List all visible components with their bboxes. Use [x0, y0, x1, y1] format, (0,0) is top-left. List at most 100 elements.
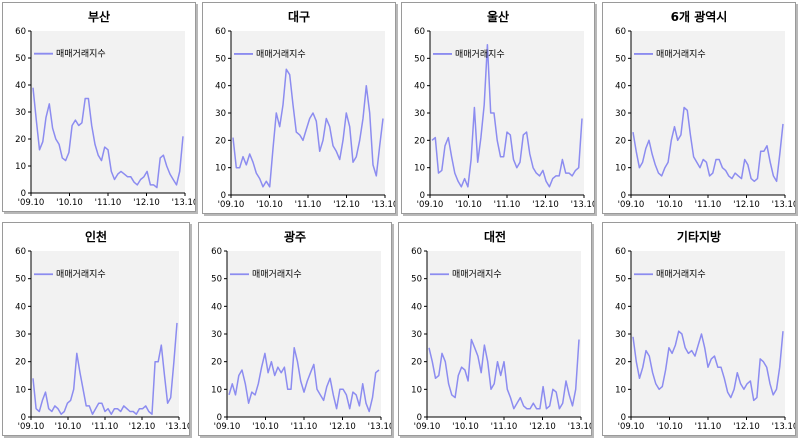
six-metro-y-tick-label: 20	[615, 136, 626, 146]
others-legend-label: 매매거래지수	[656, 269, 706, 280]
daejeon-y-tick-label: 30	[411, 330, 422, 340]
others-y-tick-label: 0	[621, 413, 626, 423]
gwangju-y-tick-label: 50	[211, 275, 222, 285]
busan-y-tick-label: 10	[15, 162, 26, 172]
others-x-tick-label: '12.10	[733, 422, 760, 432]
incheon-y-tick-label: 10	[15, 385, 26, 395]
busan-x-tick-label: '12.10	[133, 198, 160, 208]
daegu-chart-title: 대구	[288, 10, 310, 24]
six-metro-y-tick-label: 30	[615, 109, 626, 119]
busan-x-tick-label: '09.10	[18, 198, 45, 208]
busan-x-tick-label: '10.10	[56, 198, 83, 208]
busan-y-tick-label: 20	[15, 135, 26, 145]
six-metro-x-tick-label: '13.10	[772, 200, 795, 210]
ulsan-chart-title: 울산	[487, 9, 509, 24]
daegu-x-tick-label: '10.10	[256, 200, 283, 210]
six-metro-chart-title: 6개 광역시	[671, 9, 728, 24]
incheon-y-tick-label: 30	[15, 330, 26, 340]
daegu-x-tick-label: '11.10	[295, 200, 322, 210]
ulsan-y-tick-label: 30	[414, 109, 425, 119]
daejeon-y-tick-label: 20	[411, 358, 422, 368]
gwangju-x-tick-label: '11.10	[291, 422, 318, 432]
busan-x-tick-label: '13.10	[172, 198, 195, 208]
six-metro-y-tick-label: 40	[615, 82, 626, 92]
daegu-plot-area	[231, 31, 385, 195]
gwangju-legend-label: 매매거래지수	[252, 269, 302, 280]
incheon-x-tick-label: '09.10	[18, 422, 45, 432]
gwangju-y-tick-label: 20	[211, 358, 222, 368]
incheon-series-line	[32, 322, 178, 415]
daegu-y-tick-label: 20	[215, 136, 226, 146]
ulsan-x-tick-label: '11.10	[494, 200, 521, 210]
ulsan-y-tick-label: 0	[420, 191, 425, 201]
chart-panel-ulsan: 울산 0 10 20 30 40 50 60 '09.10 '10.10 '11.10 '12.10 '…	[401, 2, 595, 214]
gwangju-y-tick-label: 0	[217, 413, 222, 423]
others-y-tick-label: 50	[615, 275, 626, 285]
six-metro-x-tick-label: '10.10	[656, 200, 683, 210]
others-y-tick-label: 10	[615, 385, 626, 395]
incheon-y-tick-label: 20	[15, 358, 26, 368]
ulsan-y-tick-label: 50	[414, 54, 425, 64]
incheon-x-tick-label: '12.10	[129, 422, 156, 432]
daegu-x-tick-label: '12.10	[333, 200, 360, 210]
incheon-x-tick-label: '10.10	[55, 422, 82, 432]
daejeon-legend-label: 매매거래지수	[452, 269, 502, 280]
daegu-legend-label: 매매거래지수	[256, 49, 306, 60]
chart-panel-busan: 부산 0 10 20 30 40 50 60 '09.10 '10.10 '11.10 '12.10 '…	[2, 2, 196, 212]
daegu-series-line	[232, 68, 384, 188]
daegu-y-tick-label: 0	[221, 191, 226, 201]
others-x-tick-label: '10.10	[656, 422, 683, 432]
busan-y-tick-label: 30	[15, 108, 26, 118]
others-x-tick-label: '13.10	[772, 422, 795, 432]
others-x-tick-label: '11.10	[695, 422, 722, 432]
daegu-x-tick-label: '09.10	[218, 200, 245, 210]
busan-y-tick-label: 0	[21, 189, 26, 199]
daejeon-x-tick-label: '11.10	[491, 422, 518, 432]
ulsan-plot-area	[430, 31, 584, 195]
daegu-x-tick-label: '13.10	[372, 200, 395, 210]
daejeon-y-tick-label: 40	[411, 302, 422, 312]
daejeon-x-tick-label: '13.10	[568, 422, 591, 432]
chart-svg-ulsan: 울산 0 10 20 30 40 50 60 '09.10 '10.10 '11.10 '12.10 '…	[414, 9, 594, 210]
six-metro-y-tick-label: 50	[615, 54, 626, 64]
chart-panel-gwangju: 광주 0 10 20 30 40 50 60 '09.10 '10.10 '11.10 '12.10 '…	[198, 222, 392, 436]
incheon-y-tick-label: 60	[15, 247, 26, 257]
busan-y-tick-label: 60	[15, 27, 26, 37]
chart-svg-others: 기타지방 0 10 20 30 40 50 60 '09.10 '10.10 '11.10 '12.1…	[615, 229, 795, 432]
incheon-chart-title: 인천	[85, 229, 107, 244]
daejeon-x-tick-label: '12.10	[529, 422, 556, 432]
daegu-y-tick-label: 10	[215, 164, 226, 174]
six-metro-y-tick-label: 60	[615, 27, 626, 37]
incheon-y-tick-label: 40	[15, 302, 26, 312]
daejeon-y-tick-label: 10	[411, 385, 422, 395]
gwangju-x-tick-label: '13.10	[368, 422, 391, 432]
others-y-tick-label: 40	[615, 302, 626, 312]
daejeon-y-tick-label: 0	[417, 413, 422, 423]
incheon-x-tick-label: '13.10	[166, 422, 189, 432]
gwangju-x-tick-label: '09.10	[214, 422, 241, 432]
ulsan-y-tick-label: 20	[414, 136, 425, 146]
incheon-legend-label: 매매거래지수	[56, 269, 106, 280]
daejeon-y-tick-label: 50	[411, 275, 422, 285]
ulsan-series-line	[431, 43, 583, 188]
incheon-y-tick-label: 50	[15, 275, 26, 285]
chart-svg-gwangju: 광주 0 10 20 30 40 50 60 '09.10 '10.10 '11.10 '12.10 '…	[211, 229, 391, 432]
ulsan-legend-label: 매매거래지수	[455, 49, 505, 60]
ulsan-x-tick-label: '09.10	[417, 200, 444, 210]
chart-svg-daejeon: 대전 0 10 20 30 40 50 60 '09.10 '10.10 '11.10 '12.10 '…	[411, 229, 591, 432]
busan-y-tick-label: 50	[15, 54, 26, 64]
others-chart-title: 기타지방	[677, 229, 721, 244]
others-plot-area	[631, 251, 785, 417]
others-y-tick-label: 30	[615, 330, 626, 340]
busan-legend-label: 매매거래지수	[56, 49, 106, 60]
gwangju-series-line	[228, 347, 380, 413]
gwangju-plot-area	[227, 251, 381, 417]
incheon-x-tick-label: '11.10	[92, 422, 119, 432]
ulsan-x-tick-label: '10.10	[455, 200, 482, 210]
daejeon-y-tick-label: 60	[411, 247, 422, 257]
others-y-tick-label: 60	[615, 247, 626, 257]
daegu-y-tick-label: 40	[215, 82, 226, 92]
busan-series-line	[32, 87, 184, 189]
others-series-line	[632, 330, 784, 402]
ulsan-y-tick-label: 10	[414, 164, 425, 174]
